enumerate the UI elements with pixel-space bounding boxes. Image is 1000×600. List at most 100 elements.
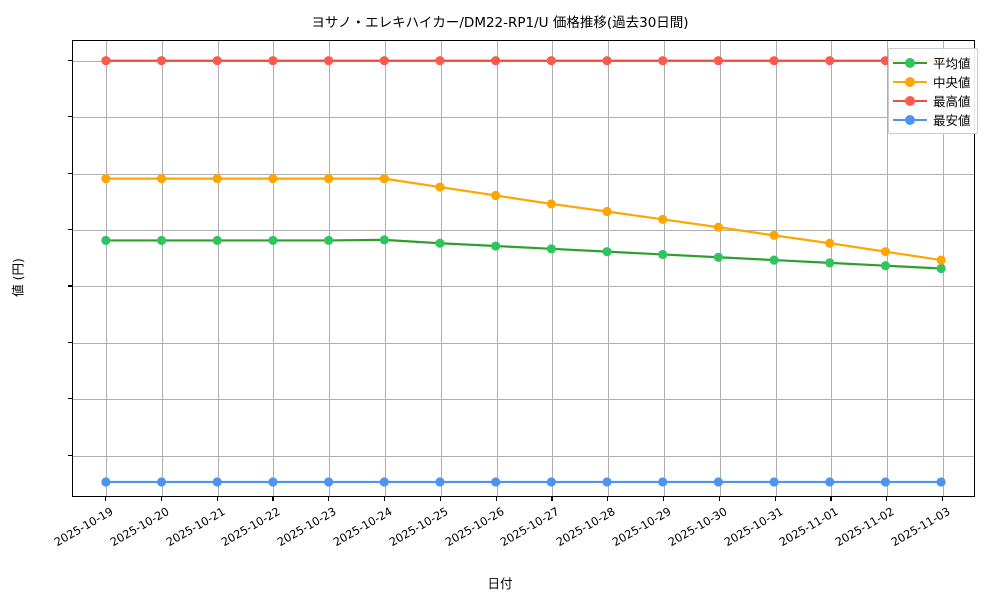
x-tick-label: 2025-10-28 [554,505,618,550]
data-point-marker [825,477,835,487]
legend-item[interactable]: 中央値 [893,72,971,91]
x-tick-mark [663,497,665,501]
gridline-horizontal [73,399,974,401]
legend-swatch [893,75,927,89]
data-point-marker [156,56,167,66]
data-point-marker [379,56,389,66]
y-tick-mark [68,59,72,61]
data-point-marker [491,241,501,251]
data-point-marker [491,56,501,66]
gridline-vertical [552,41,554,496]
gridline-horizontal [73,455,974,457]
y-tick-mark [68,172,72,174]
data-point-marker [156,174,167,184]
x-tick-label: 2025-10-19 [52,505,116,550]
legend-item[interactable]: 平均値 [893,53,971,72]
data-point-marker [491,477,501,487]
x-tick-mark [383,497,386,501]
plot-area [72,40,975,497]
data-point-marker [880,477,891,487]
gridline-vertical [273,41,275,496]
x-tick-mark [160,497,162,501]
x-tick-mark [830,497,832,501]
legend-label: 中央値 [933,75,971,90]
y-tick-mark [68,285,72,287]
data-point-marker [101,174,111,184]
gridline-vertical [608,41,610,496]
data-point-marker [491,190,501,201]
x-tick-label: 2025-10-20 [107,505,172,550]
data-point-marker [101,235,111,245]
data-point-marker [324,174,334,184]
x-tick-mark [607,497,609,501]
data-point-marker [156,477,167,487]
legend-item[interactable]: 最安値 [893,110,971,129]
data-point-marker [713,56,723,66]
data-point-marker [769,56,779,66]
data-point-marker [769,230,779,240]
legend-item[interactable]: 最高値 [893,91,971,110]
x-tick-label: 2025-10-29 [610,505,674,550]
x-tick-label: 2025-10-30 [665,505,730,550]
x-tick-label: 2025-10-23 [275,505,339,550]
data-point-marker [435,182,445,192]
x-tick-mark [774,497,776,501]
data-point-marker [936,263,946,274]
legend-swatch [893,56,927,70]
legend-dot-icon [905,114,915,125]
data-point-marker [658,214,668,224]
y-axis-label: 値 (円) [10,258,26,297]
data-point-marker [324,235,334,245]
gridline-vertical [664,41,665,496]
data-point-marker [324,56,334,66]
gridline-horizontal [73,117,974,119]
data-point-marker [212,174,222,184]
x-tick-mark [718,497,720,501]
data-point-marker [880,261,891,271]
gridline-vertical [719,41,721,496]
data-point-marker [713,477,723,487]
data-point-marker [435,56,445,66]
gridline-vertical [217,41,219,496]
data-point-marker [825,238,835,248]
legend-label: 最安値 [933,113,971,128]
x-tick-mark [495,497,497,501]
x-axis-label: 日付 [487,576,513,591]
data-point-marker [658,477,668,487]
data-point-marker [101,477,111,487]
gridline-vertical [496,41,498,496]
legend-dot-icon [905,57,915,68]
data-point-marker [268,56,278,66]
data-point-marker [769,255,779,265]
x-tick-label: 2025-10-22 [219,505,283,550]
data-point-marker [713,222,723,232]
y-tick-mark [68,398,72,400]
series-line [104,238,943,270]
data-point-marker [546,477,556,487]
data-point-marker [880,56,891,66]
data-point-marker [324,477,334,487]
legend-swatch [893,94,927,108]
gridline-vertical [161,41,163,496]
data-point-marker [212,477,222,487]
gridline-vertical [775,41,777,496]
legend-dot-icon [905,95,915,106]
gridline-vertical [384,41,386,496]
x-tick-label: 2025-10-25 [386,505,451,550]
data-point-marker [658,56,668,66]
data-point-marker [602,247,612,257]
data-point-marker [936,477,946,487]
y-tick-mark [68,454,72,456]
series-lines [101,56,946,487]
x-tick-label: 2025-11-03 [889,505,953,550]
x-tick-label: 2025-10-27 [498,505,562,550]
data-point-marker [212,235,222,245]
x-tick-mark [886,497,888,501]
data-point-marker [546,199,556,209]
x-tick-label: 2025-10-24 [331,505,395,550]
y-tick-mark [68,116,72,118]
gridline-horizontal [73,230,974,231]
data-point-marker [435,238,445,248]
x-tick-label: 2025-11-02 [833,505,897,550]
gridline-horizontal [73,286,974,288]
